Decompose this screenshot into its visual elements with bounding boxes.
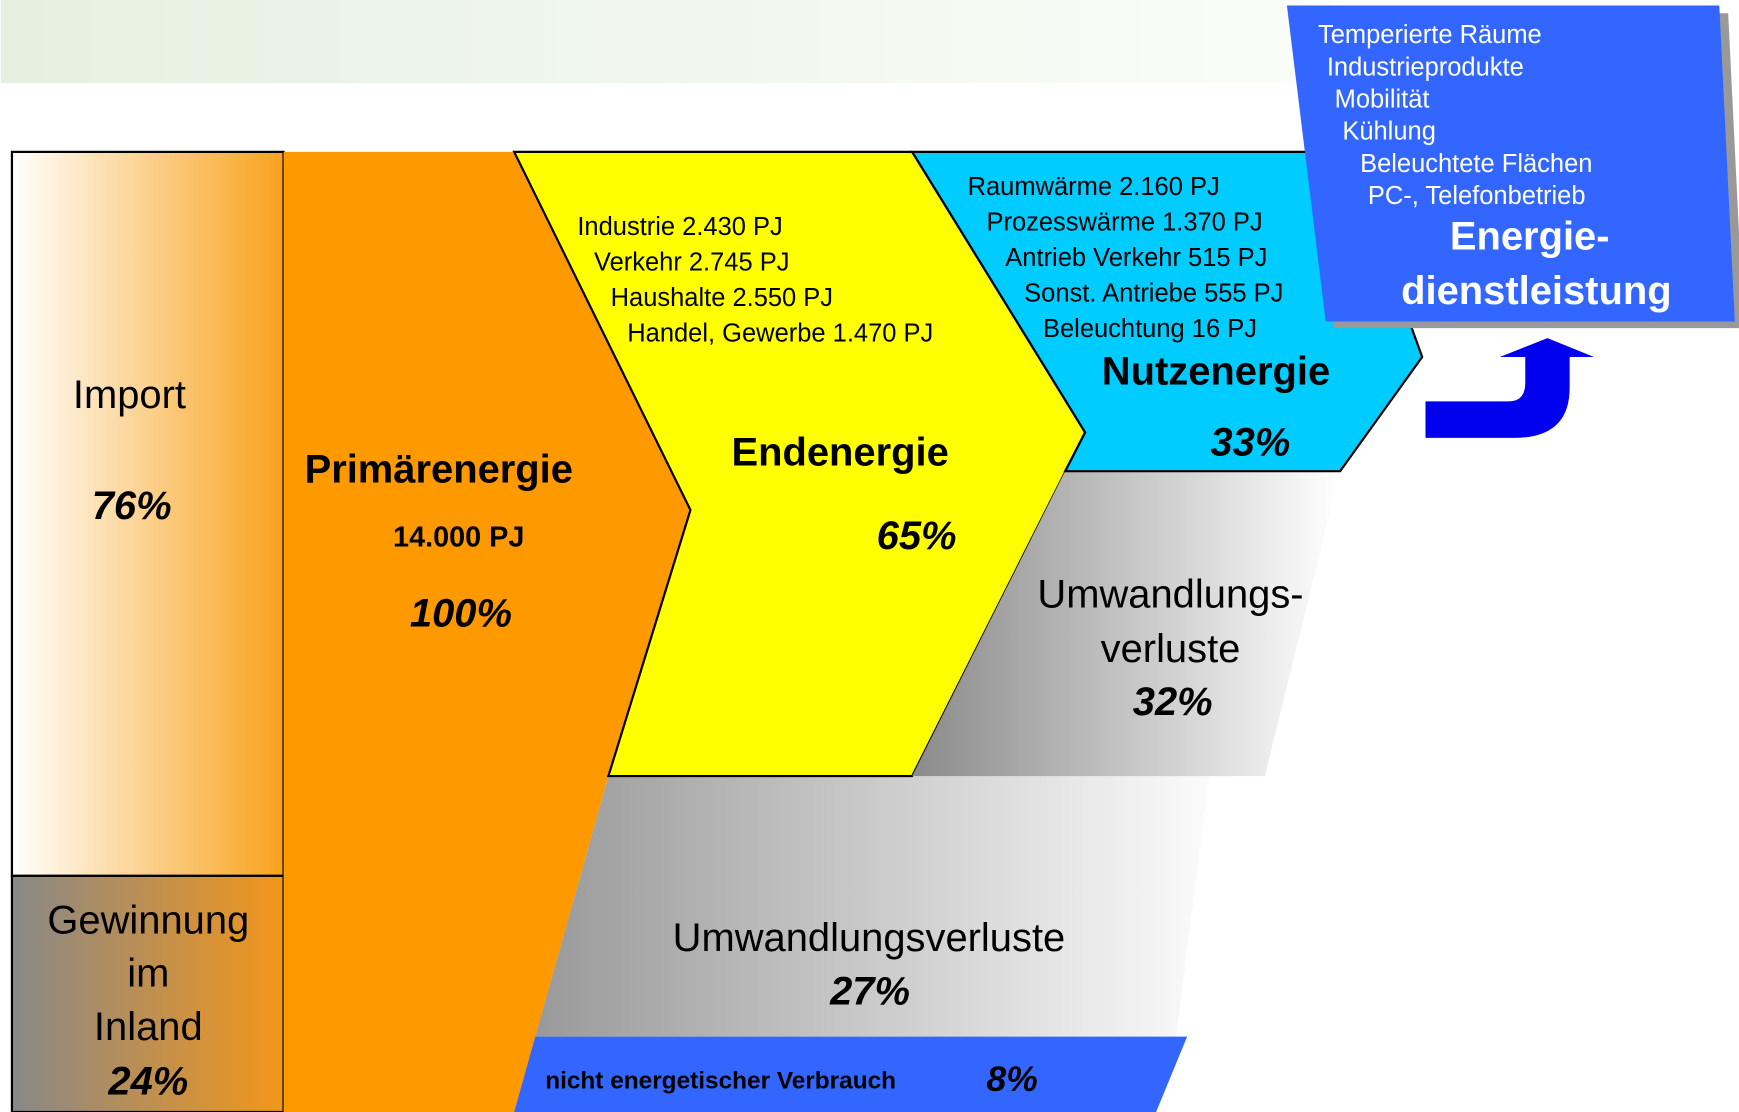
label: Nutzenergie	[1102, 350, 1330, 394]
label: 14.000 PJ	[393, 522, 524, 554]
label: PC-, Telefonbetrieb	[1368, 182, 1586, 210]
label: Industrieprodukte	[1327, 53, 1524, 81]
label: Sonst. Antriebe 555 PJ	[1024, 280, 1283, 308]
services-shape	[1286, 5, 1735, 322]
label: dienstleistung	[1401, 269, 1672, 313]
label: Temperierte Räume	[1318, 21, 1542, 49]
import-box	[10, 150, 285, 877]
label: verluste	[1101, 627, 1241, 671]
primary-shape	[283, 151, 691, 1112]
non-energy-shape	[514, 1036, 1188, 1112]
label: Industrie 2.430 PJ	[577, 213, 782, 241]
label: 8%	[986, 1059, 1037, 1099]
label: Import	[73, 373, 186, 417]
label: Primärenergie	[305, 447, 573, 491]
label: Mobilität	[1335, 86, 1430, 114]
label: 24%	[107, 1059, 188, 1103]
label: Haushalte 2.550 PJ	[611, 284, 833, 312]
label: nicht energetischer Verbrauch	[545, 1068, 896, 1095]
label: Gewinnung	[47, 899, 249, 943]
domestic-box	[10, 874, 285, 1112]
label: Umwandlungs-	[1037, 573, 1303, 617]
label: 65%	[877, 514, 957, 558]
upper-loss-shape	[912, 471, 1341, 777]
label: im	[127, 952, 169, 996]
label: 76%	[92, 484, 172, 528]
label: 32%	[1133, 680, 1213, 724]
label: Beleuchtete Flächen	[1360, 150, 1592, 178]
label: Antrieb Verkehr 515 PJ	[1005, 244, 1267, 272]
label: Beleuchtung 16 PJ	[1043, 315, 1257, 343]
arrow-icon	[1425, 338, 1595, 438]
label: Umwandlungsverluste	[673, 916, 1066, 960]
lower-loss-shape	[535, 776, 1210, 1037]
label: Endenergie	[731, 431, 948, 475]
label: Raumwärme 2.160 PJ	[968, 173, 1220, 201]
label: Verkehr 2.745 PJ	[594, 249, 790, 277]
label: 27%	[829, 969, 910, 1013]
label: 33%	[1210, 421, 1290, 465]
label: Kühlung	[1342, 118, 1436, 146]
label: Prozesswärme 1.370 PJ	[986, 209, 1262, 237]
labels: Import 76% Gewinnung im Inland 24% Primärenerg…	[47, 21, 1671, 1103]
label: Energie-	[1450, 214, 1610, 258]
label: Handel, Gewerbe 1.470 PJ	[627, 319, 933, 347]
label: Inland	[94, 1005, 203, 1049]
header-band	[0, 0, 1332, 84]
label: 100%	[410, 591, 512, 635]
